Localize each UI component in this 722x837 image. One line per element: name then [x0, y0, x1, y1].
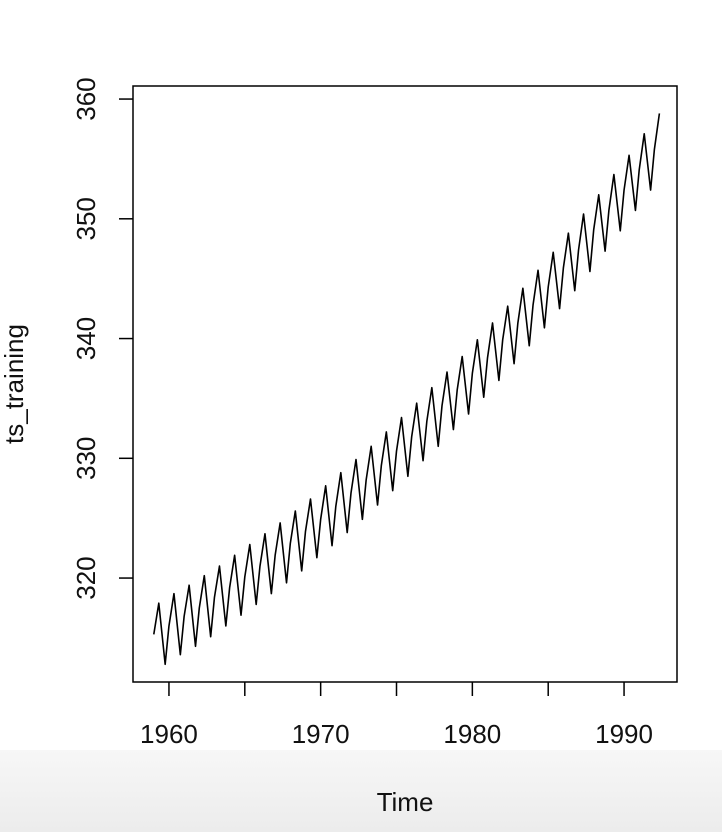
x-tick-label: 1970	[292, 719, 350, 749]
y-tick-label: 330	[71, 437, 101, 480]
x-tick-label: 1960	[140, 719, 198, 749]
y-axis-label: ts_training	[0, 324, 29, 444]
x-tick-label: 1990	[595, 719, 653, 749]
plot-frame	[132, 85, 678, 683]
y-tick-label: 360	[71, 77, 101, 120]
series-line	[152, 113, 661, 666]
x-axis-label: Time	[377, 787, 434, 817]
x-tick-label: 1980	[443, 719, 501, 749]
y-tick-label: 340	[71, 317, 101, 360]
y-tick-label: 350	[71, 197, 101, 240]
footer-band	[0, 750, 722, 832]
y-tick-label: 320	[71, 556, 101, 599]
